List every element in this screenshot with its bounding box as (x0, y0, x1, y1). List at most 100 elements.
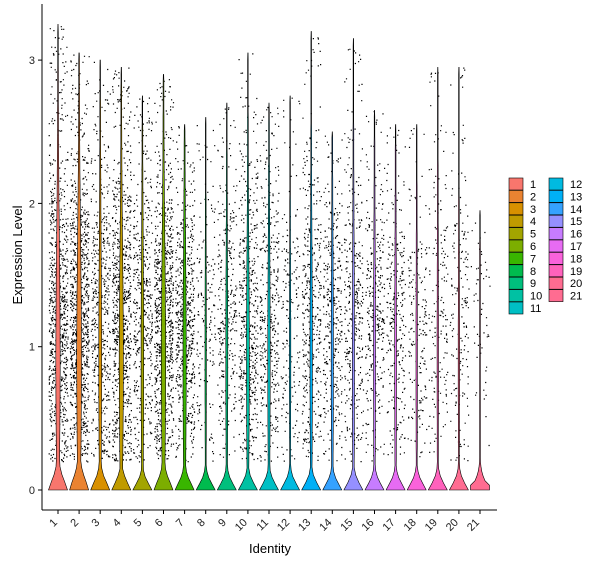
legend-item: 10 (508, 289, 542, 303)
legend-label: 12 (570, 179, 582, 191)
x-tick-label: 10 (233, 517, 250, 534)
legend-swatch (548, 177, 564, 191)
legend-label: 7 (530, 253, 536, 265)
x-tick-label: 7 (174, 517, 187, 530)
violin-18 (406, 124, 427, 491)
legend-item: 4 (508, 214, 536, 228)
category-2-points (69, 54, 90, 463)
violins (48, 23, 490, 491)
x-tick-label: 21 (465, 517, 482, 534)
legend-swatch (508, 239, 524, 253)
x-tick-label: 3 (90, 517, 103, 530)
legend-label: 21 (570, 291, 582, 303)
y-axis-title: Expression Level (10, 205, 25, 304)
legend-swatch (548, 214, 564, 228)
legend-item: 15 (548, 214, 582, 228)
legend-label: 17 (570, 241, 582, 253)
category-7-points (175, 126, 196, 463)
violin-16 (364, 110, 385, 491)
legend-swatch (508, 252, 524, 265)
x-tick-label: 20 (444, 517, 461, 534)
legend-item: 3 (508, 202, 536, 216)
legend-label: 15 (570, 216, 582, 228)
legend-swatch (548, 276, 564, 290)
x-tick-label: 5 (132, 517, 145, 530)
legend-item: 12 (548, 177, 582, 191)
legend-item: 9 (508, 276, 536, 290)
legend-item: 11 (508, 301, 541, 315)
y-tick-label: 1 (29, 342, 35, 354)
legend-swatch (548, 289, 564, 302)
x-tick-label: 6 (153, 517, 166, 530)
x-axis-title: Identity (249, 541, 291, 556)
category-11-points (259, 106, 280, 463)
legend-swatch (508, 264, 524, 278)
violin-5 (132, 95, 153, 491)
violin-3 (90, 59, 111, 491)
legend-label: 19 (570, 266, 582, 278)
legend-item: 19 (548, 264, 582, 278)
violin-21 (470, 210, 490, 491)
legend-swatch (548, 252, 564, 265)
legend-swatch (508, 214, 524, 228)
violin-1 (48, 23, 68, 491)
legend-item: 20 (548, 276, 582, 290)
legend-item: 13 (548, 190, 582, 203)
legend-item: 5 (508, 227, 536, 241)
legend-item: 2 (508, 190, 536, 203)
category-17-points (386, 127, 407, 456)
y-tick-label: 3 (29, 55, 35, 67)
legend-item: 7 (508, 252, 536, 265)
x-tick-label: 15 (338, 517, 355, 534)
legend-item: 18 (548, 252, 582, 265)
violin-8 (195, 117, 216, 491)
violin-12 (280, 95, 301, 491)
legend-swatch (508, 177, 524, 191)
violin-11 (259, 102, 279, 491)
y-tick-label: 0 (29, 485, 35, 497)
x-tick-label: 17 (381, 517, 398, 534)
x-tick-label: 16 (359, 517, 376, 534)
legend-label: 11 (530, 303, 541, 315)
violin-7 (174, 124, 195, 491)
violin-2 (69, 52, 90, 491)
legend-item: 1 (508, 177, 536, 191)
violin-14 (322, 131, 343, 491)
legend-label: 18 (570, 253, 582, 265)
violin-19 (427, 67, 448, 491)
legend-label: 4 (530, 216, 536, 228)
legend-label: 3 (530, 204, 536, 216)
legend-label: 5 (530, 229, 536, 241)
category-3-points (90, 61, 111, 460)
x-tick-label: 11 (255, 517, 272, 534)
x-tick-label: 4 (111, 517, 124, 530)
violin-15 (343, 38, 364, 491)
legend-item: 16 (548, 227, 582, 241)
legend-item: 17 (548, 239, 582, 253)
violin-17 (385, 124, 406, 491)
category-4-points (111, 67, 132, 463)
legend-swatch (508, 227, 524, 240)
legend-swatch (548, 227, 564, 240)
legend-label: 2 (530, 191, 536, 203)
violin-9 (216, 102, 237, 491)
legend-label: 16 (570, 229, 582, 241)
legend-item: 6 (508, 239, 536, 253)
legend-label: 6 (530, 241, 536, 253)
violin-4 (111, 67, 132, 491)
legend-swatch (548, 202, 564, 216)
legend-label: 13 (570, 191, 582, 203)
legend-label: 20 (570, 278, 582, 290)
violin-13 (301, 31, 322, 491)
category-19-points (428, 72, 449, 454)
legend-item: 8 (508, 264, 536, 278)
legend-item: 14 (548, 202, 582, 216)
category-21-points (470, 222, 491, 447)
x-tick-label: 13 (296, 517, 313, 534)
x-tick-label: 8 (195, 517, 208, 530)
legend-item: 21 (548, 289, 582, 303)
x-tick-label: 2 (68, 517, 81, 530)
x-tick-label: 9 (216, 517, 229, 530)
